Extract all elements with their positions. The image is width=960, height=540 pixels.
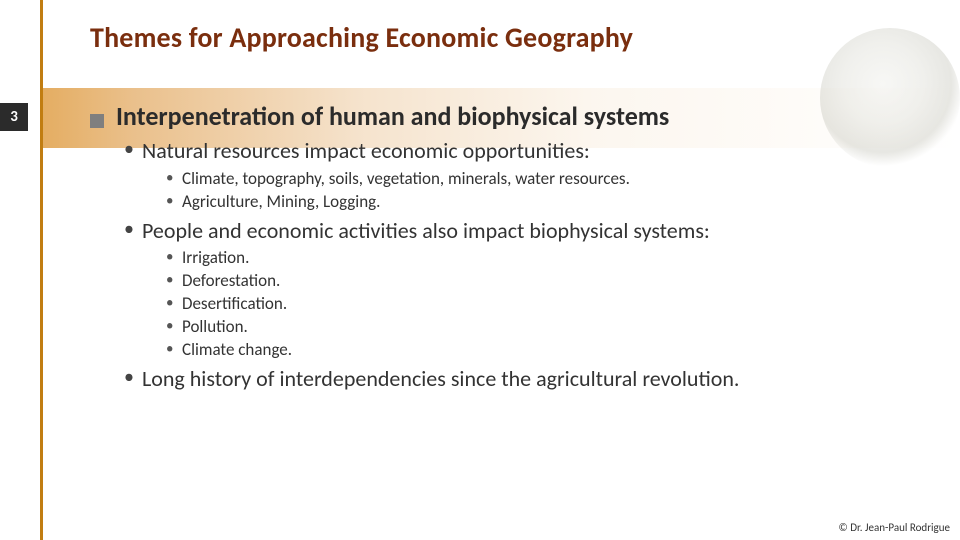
page-number: 3: [10, 108, 18, 126]
slide-title: Themes for Approaching Economic Geograph…: [90, 20, 633, 55]
bullet-list-level2: Irrigation. Deforestation. Desertificati…: [166, 247, 940, 362]
bullet-text: Agriculture, Mining, Logging.: [182, 191, 380, 212]
page-number-badge: 3: [0, 103, 28, 131]
bullet-text: Climate, topography, soils, vegetation, …: [182, 168, 630, 189]
bullet-list-level1: Natural resources impact economic opport…: [124, 136, 940, 394]
list-item: Climate, topography, soils, vegetation, …: [166, 168, 940, 191]
bullet-text: Irrigation.: [182, 247, 249, 268]
heading-row: Interpenetration of human and biophysica…: [90, 100, 940, 132]
list-item: Climate change.: [166, 339, 940, 362]
list-item: Irrigation.: [166, 247, 940, 270]
content-block: Interpenetration of human and biophysica…: [90, 100, 940, 394]
bullet-text: Pollution.: [182, 316, 248, 337]
list-item: Pollution.: [166, 316, 940, 339]
list-item: People and economic activities also impa…: [124, 216, 940, 362]
bullet-text: Long history of interdependencies since …: [142, 365, 739, 392]
left-vertical-rule: [40, 0, 43, 540]
list-item: Long history of interdependencies since …: [124, 364, 940, 394]
square-bullet-icon: [90, 114, 104, 128]
bullet-text: People and economic activities also impa…: [142, 217, 710, 244]
bullet-text: Deforestation.: [182, 270, 280, 291]
copyright-footer: © Dr. Jean-Paul Rodrigue: [839, 521, 950, 534]
list-item: Natural resources impact economic opport…: [124, 136, 940, 214]
bullet-text: Desertification.: [182, 293, 287, 314]
list-item: Agriculture, Mining, Logging.: [166, 191, 940, 214]
bullet-list-level2: Climate, topography, soils, vegetation, …: [166, 168, 940, 214]
bullet-text: Climate change.: [182, 339, 292, 360]
list-item: Desertification.: [166, 293, 940, 316]
slide: Themes for Approaching Economic Geograph…: [0, 0, 960, 540]
list-item: Deforestation.: [166, 270, 940, 293]
bullet-text: Natural resources impact economic opport…: [142, 137, 590, 164]
section-heading: Interpenetration of human and biophysica…: [116, 100, 669, 132]
